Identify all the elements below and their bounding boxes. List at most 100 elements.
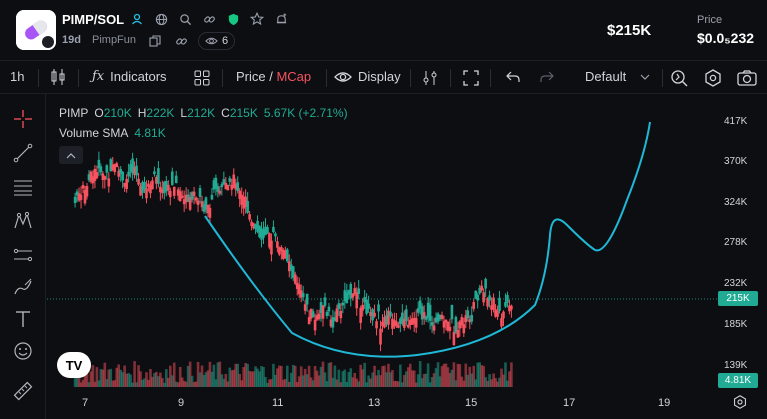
emoji-tool[interactable] [12, 340, 34, 362]
interval-button[interactable]: 1h [10, 69, 24, 84]
candle-body [373, 312, 376, 317]
candle-body [287, 261, 291, 272]
gear-icon [734, 395, 746, 409]
volume-bar [97, 380, 101, 387]
axis-settings-button[interactable] [733, 395, 747, 414]
bell-add-icon[interactable] [272, 10, 290, 28]
volume-bar [153, 373, 156, 387]
brush-tool[interactable] [12, 276, 34, 298]
layout-select[interactable]: Default [585, 69, 650, 84]
link-icon[interactable] [200, 10, 218, 28]
display-button[interactable]: Display [334, 69, 401, 84]
volume-bar [335, 379, 339, 387]
volume-bar [103, 362, 107, 387]
link2-icon[interactable] [172, 32, 190, 50]
volume-bar [246, 363, 249, 387]
search-icon[interactable] [176, 10, 194, 28]
indicators-button[interactable]: ƒx Indicators [92, 69, 167, 84]
candle-body [107, 178, 111, 187]
globe-icon[interactable] [152, 10, 170, 28]
settings-sliders-button[interactable] [422, 70, 438, 86]
undo-button[interactable] [506, 71, 520, 83]
x-tick: 19 [658, 397, 671, 409]
volume-bar [349, 368, 353, 387]
star-icon[interactable] [248, 10, 266, 28]
candle-body [149, 185, 152, 194]
candle-body [325, 311, 329, 316]
collapse-legend-button[interactable] [59, 146, 83, 164]
candle-body [87, 174, 91, 181]
candle-body [369, 311, 372, 316]
token-age: 19d [62, 34, 81, 46]
candle-body [339, 310, 343, 319]
crosshair-tool[interactable] [12, 108, 34, 130]
candle-body [496, 310, 499, 317]
candle-body [422, 312, 426, 319]
text-tool[interactable] [12, 308, 34, 330]
layout-label: Default [585, 69, 627, 84]
candle-body [440, 314, 444, 319]
shield-icon[interactable] [224, 10, 242, 28]
y-tick: 232K [724, 278, 748, 289]
volume-bar [353, 372, 357, 387]
volume-bar [139, 371, 142, 387]
price-mcap-toggle[interactable]: Price / MCap [236, 69, 312, 84]
crosshair-icon [14, 110, 32, 128]
volume-bar [129, 374, 132, 387]
candle-body [266, 227, 269, 234]
candle-body [208, 207, 212, 218]
volume-bar [206, 370, 210, 387]
volume-bar [389, 372, 392, 387]
candle-type-button[interactable] [50, 68, 66, 86]
volume-bar [163, 382, 166, 387]
candle-body [250, 221, 253, 226]
y-tick: 370K [724, 156, 748, 167]
copy-icon[interactable] [146, 32, 164, 50]
dex-name[interactable]: PimpFun [92, 34, 137, 46]
trendline-tool[interactable] [12, 142, 34, 164]
x-tick: 9 [178, 397, 185, 409]
volume-bar [224, 373, 228, 387]
candle-body [408, 319, 412, 326]
candle-body [335, 308, 339, 322]
chart-settings-button[interactable] [704, 69, 722, 87]
volume-bar [351, 377, 355, 387]
projection-tool[interactable] [12, 244, 34, 266]
quick-search-button[interactable] [670, 69, 688, 87]
volume-bar [202, 375, 206, 387]
token-logo[interactable] [16, 10, 56, 50]
candle-body [165, 180, 168, 192]
volume-sma-value: 4.81K [134, 126, 166, 140]
user-icon[interactable] [128, 10, 146, 28]
pattern-tool[interactable] [12, 210, 34, 232]
fullscreen-button[interactable] [463, 70, 479, 86]
candle-body [202, 204, 206, 212]
candle-body [272, 226, 275, 232]
tradingview-logo[interactable]: TV [57, 352, 91, 378]
candle-body [434, 317, 438, 323]
candle-body [168, 190, 172, 198]
candle-body [190, 192, 194, 200]
volume-bar [393, 380, 396, 387]
candle-body [399, 318, 402, 324]
open-value: 210K [103, 106, 132, 120]
screenshot-button[interactable] [737, 70, 757, 86]
volume-bar [127, 373, 130, 387]
fib-tool[interactable] [12, 176, 34, 198]
candle-body [139, 185, 142, 196]
volume-bar [192, 381, 196, 387]
watchers-badge[interactable]: 6 [198, 32, 236, 50]
candle-body [448, 326, 452, 331]
volume-bar [262, 366, 265, 387]
volume-bar [339, 382, 343, 387]
candle-body [293, 274, 297, 284]
price-chart[interactable] [47, 95, 767, 419]
volume-bar [93, 381, 97, 387]
volume-bar [232, 369, 236, 387]
candle-body [184, 194, 188, 203]
templates-button[interactable] [194, 70, 210, 86]
redo-button[interactable] [540, 71, 554, 83]
candle-body [289, 264, 293, 271]
volume-bar [196, 361, 200, 387]
ruler-tool[interactable] [12, 380, 34, 402]
